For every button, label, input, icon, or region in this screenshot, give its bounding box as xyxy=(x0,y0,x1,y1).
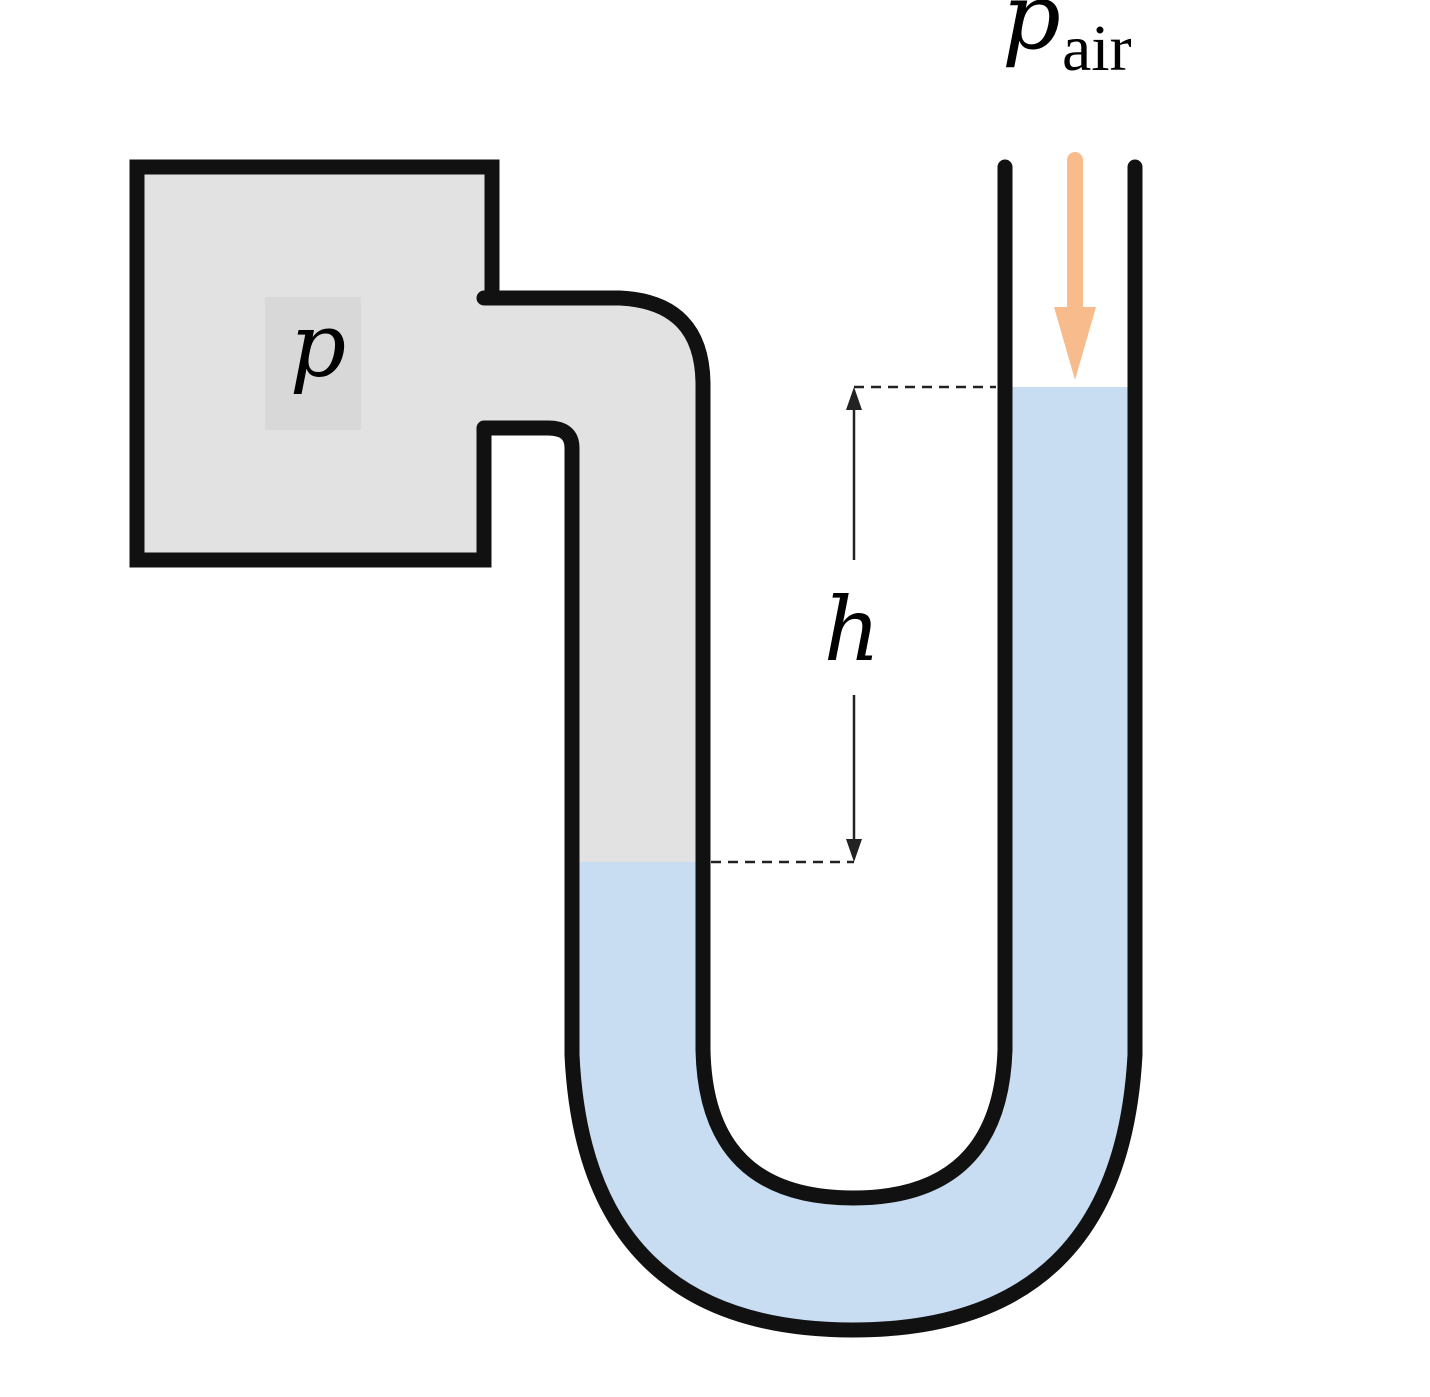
gas-region xyxy=(137,167,703,862)
height-label: h xyxy=(824,578,881,681)
air-pressure-symbol: p xyxy=(1002,0,1061,70)
air-pressure-arrowhead xyxy=(1054,307,1096,380)
height-arrowhead-up xyxy=(846,387,862,410)
pipe-outer-wall xyxy=(476,159,1013,1206)
height-arrowhead-down xyxy=(846,839,862,862)
pipe-inner-wall xyxy=(476,159,1143,1338)
vessel-label-box xyxy=(265,297,361,430)
vessel-pressure-label: p xyxy=(290,294,346,397)
air-pressure-subscript: air xyxy=(1062,12,1132,85)
